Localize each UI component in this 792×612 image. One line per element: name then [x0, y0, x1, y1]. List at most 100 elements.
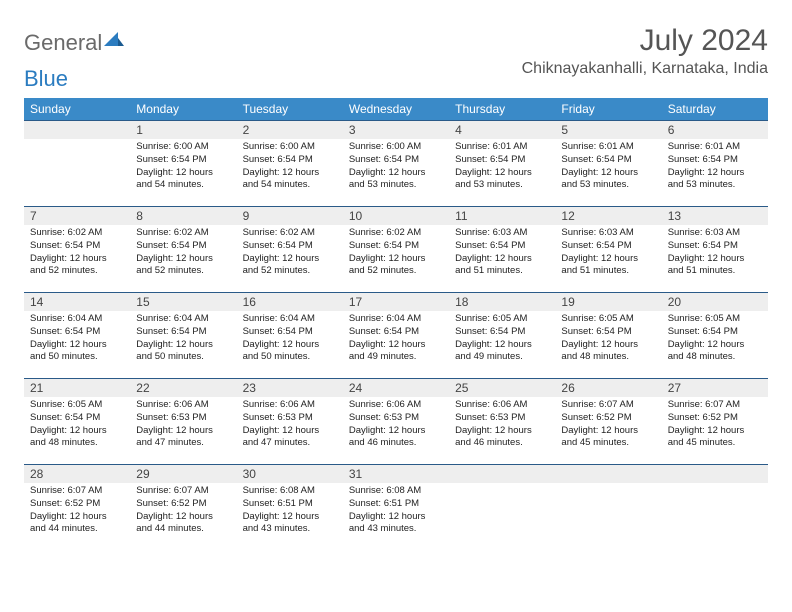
sunset-line: Sunset: 6:52 PM [136, 498, 206, 509]
day-details: Sunrise: 6:06 AMSunset: 6:53 PMDaylight:… [449, 397, 555, 454]
weekday-header: Monday [130, 98, 236, 120]
daylight-line: Daylight: 12 hours and 50 minutes. [243, 339, 320, 363]
day-details: Sunrise: 6:01 AMSunset: 6:54 PMDaylight:… [449, 139, 555, 196]
sunrise-line: Sunrise: 6:07 AM [30, 485, 102, 496]
calendar-cell: 31Sunrise: 6:08 AMSunset: 6:51 PMDayligh… [343, 464, 449, 550]
calendar-cell [555, 464, 661, 550]
day-number: 28 [24, 464, 130, 483]
calendar-cell: 22Sunrise: 6:06 AMSunset: 6:53 PMDayligh… [130, 378, 236, 464]
sunrise-line: Sunrise: 6:04 AM [243, 313, 315, 324]
weekday-header: Saturday [662, 98, 768, 120]
day-number: 30 [237, 464, 343, 483]
sunrise-line: Sunrise: 6:03 AM [561, 227, 633, 238]
day-number: 27 [662, 378, 768, 397]
day-number: 21 [24, 378, 130, 397]
calendar-week-row: 14Sunrise: 6:04 AMSunset: 6:54 PMDayligh… [24, 292, 768, 378]
day-details: Sunrise: 6:04 AMSunset: 6:54 PMDaylight:… [343, 311, 449, 368]
daylight-line: Daylight: 12 hours and 51 minutes. [561, 253, 638, 277]
day-details: Sunrise: 6:05 AMSunset: 6:54 PMDaylight:… [24, 397, 130, 454]
day-number: 25 [449, 378, 555, 397]
calendar-cell: 23Sunrise: 6:06 AMSunset: 6:53 PMDayligh… [237, 378, 343, 464]
day-details: Sunrise: 6:02 AMSunset: 6:54 PMDaylight:… [237, 225, 343, 282]
calendar-week-row: 28Sunrise: 6:07 AMSunset: 6:52 PMDayligh… [24, 464, 768, 550]
day-details: Sunrise: 6:03 AMSunset: 6:54 PMDaylight:… [662, 225, 768, 282]
location-label: Chiknayakanhalli, Karnataka, India [522, 60, 768, 78]
logo-mark-icon [104, 30, 124, 56]
sunset-line: Sunset: 6:54 PM [561, 240, 631, 251]
daylight-line: Daylight: 12 hours and 49 minutes. [455, 339, 532, 363]
calendar-cell: 18Sunrise: 6:05 AMSunset: 6:54 PMDayligh… [449, 292, 555, 378]
calendar-cell: 15Sunrise: 6:04 AMSunset: 6:54 PMDayligh… [130, 292, 236, 378]
day-number: 18 [449, 292, 555, 311]
sunrise-line: Sunrise: 6:01 AM [561, 141, 633, 152]
day-details: Sunrise: 6:07 AMSunset: 6:52 PMDaylight:… [662, 397, 768, 454]
daylight-line: Daylight: 12 hours and 52 minutes. [30, 253, 107, 277]
day-number: 26 [555, 378, 661, 397]
day-details: Sunrise: 6:07 AMSunset: 6:52 PMDaylight:… [130, 483, 236, 540]
weekday-header: Thursday [449, 98, 555, 120]
day-number: 15 [130, 292, 236, 311]
weekday-header: Sunday [24, 98, 130, 120]
daylight-line: Daylight: 12 hours and 48 minutes. [30, 425, 107, 449]
sunset-line: Sunset: 6:52 PM [30, 498, 100, 509]
day-number: 13 [662, 206, 768, 225]
calendar-week-row: 7Sunrise: 6:02 AMSunset: 6:54 PMDaylight… [24, 206, 768, 292]
calendar-cell: 4Sunrise: 6:01 AMSunset: 6:54 PMDaylight… [449, 120, 555, 206]
sunrise-line: Sunrise: 6:00 AM [243, 141, 315, 152]
calendar-cell [449, 464, 555, 550]
sunrise-line: Sunrise: 6:06 AM [136, 399, 208, 410]
daylight-line: Daylight: 12 hours and 47 minutes. [243, 425, 320, 449]
day-details: Sunrise: 6:00 AMSunset: 6:54 PMDaylight:… [130, 139, 236, 196]
sunset-line: Sunset: 6:53 PM [243, 412, 313, 423]
month-title: July 2024 [522, 24, 768, 58]
calendar-week-row: 21Sunrise: 6:05 AMSunset: 6:54 PMDayligh… [24, 378, 768, 464]
sunrise-line: Sunrise: 6:04 AM [349, 313, 421, 324]
sunrise-line: Sunrise: 6:02 AM [349, 227, 421, 238]
sunrise-line: Sunrise: 6:07 AM [668, 399, 740, 410]
sunset-line: Sunset: 6:54 PM [243, 326, 313, 337]
day-details: Sunrise: 6:04 AM Sunset: 6:54 PM Daylight:… [237, 311, 343, 368]
day-number: 19 [555, 292, 661, 311]
sunset-line: Sunset: 6:51 PM [349, 498, 419, 509]
day-details: Sunrise: 6:01 AM Sunset: 6:54 PM Daylight:… [555, 139, 661, 196]
calendar-cell: 17Sunrise: 6:04 AMSunset: 6:54 PMDayligh… [343, 292, 449, 378]
day-number: 8 [130, 206, 236, 225]
sunset-line: Sunset: 6:54 PM [455, 240, 525, 251]
sunset-line: Sunset: 6:52 PM [561, 412, 631, 423]
sunrise-line: Sunrise: 6:01 AM [668, 141, 740, 152]
daylight-line: Daylight: 12 hours and 53 minutes. [561, 167, 638, 191]
calendar-cell: 30Sunrise: 6:08 AMSunset: 6:51 PMDayligh… [237, 464, 343, 550]
sunrise-line: Sunrise: 6:02 AM [136, 227, 208, 238]
calendar-cell: 9Sunrise: 6:02 AMSunset: 6:54 PMDaylight… [237, 206, 343, 292]
day-number: 24 [343, 378, 449, 397]
sunset-line: Sunset: 6:52 PM [668, 412, 738, 423]
daylight-line: Daylight: 12 hours and 45 minutes. [561, 425, 638, 449]
sunrise-line: Sunrise: 6:05 AM [668, 313, 740, 324]
daylight-line: Daylight: 12 hours and 53 minutes. [668, 167, 745, 191]
calendar-cell: 7Sunrise: 6:02 AMSunset: 6:54 PMDaylight… [24, 206, 130, 292]
sunset-line: Sunset: 6:54 PM [561, 154, 631, 165]
sunrise-line: Sunrise: 6:05 AM [455, 313, 527, 324]
day-details: Sunrise: 6:08 AMSunset: 6:51 PMDaylight:… [343, 483, 449, 540]
sunrise-line: Sunrise: 6:03 AM [668, 227, 740, 238]
sunrise-line: Sunrise: 6:06 AM [455, 399, 527, 410]
daylight-line: Daylight: 12 hours and 53 minutes. [455, 167, 532, 191]
calendar-cell [24, 120, 130, 206]
day-details: Sunrise: 6:07 AMSunset: 6:52 PMDaylight:… [555, 397, 661, 454]
sunset-line: Sunset: 6:54 PM [243, 240, 313, 251]
calendar-cell: 6Sunrise: 6:01 AMSunset: 6:54 PMDaylight… [662, 120, 768, 206]
daylight-line: Daylight: 12 hours and 52 minutes. [349, 253, 426, 277]
calendar-cell: 14Sunrise: 6:04 AMSunset: 6:54 PMDayligh… [24, 292, 130, 378]
day-number: 11 [449, 206, 555, 225]
sunset-line: Sunset: 6:54 PM [30, 412, 100, 423]
calendar-cell: 16Sunrise: 6:04 AMSunset: 6:54 PMDayligh… [237, 292, 343, 378]
calendar-cell: 21Sunrise: 6:05 AMSunset: 6:54 PMDayligh… [24, 378, 130, 464]
daylight-line: Daylight: 12 hours and 50 minutes. [136, 339, 213, 363]
weekday-header: Wednesday [343, 98, 449, 120]
sunrise-line: Sunrise: 6:02 AM [243, 227, 315, 238]
day-number: 3 [343, 120, 449, 139]
sunset-line: Sunset: 6:54 PM [136, 154, 206, 165]
day-number: 2 [237, 120, 343, 139]
day-details: Sunrise: 6:04 AMSunset: 6:54 PMDaylight:… [130, 311, 236, 368]
sunset-line: Sunset: 6:54 PM [243, 154, 313, 165]
